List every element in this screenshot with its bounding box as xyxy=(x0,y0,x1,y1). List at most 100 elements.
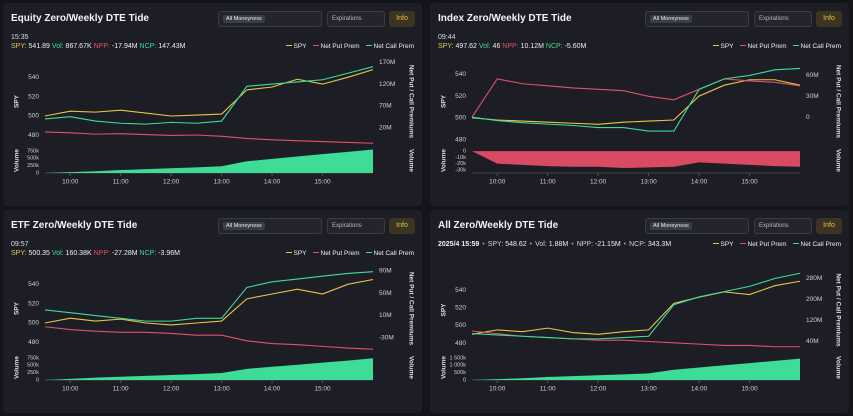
stat-label: Vol: xyxy=(478,43,491,50)
volume-tick-label: -20k xyxy=(455,161,466,167)
moneyness-select[interactable]: All Moneyness xyxy=(218,11,322,27)
y-tick-label: 520 xyxy=(455,305,466,312)
volume-tick-label: 0 xyxy=(463,149,466,155)
x-tick-label: 13:00 xyxy=(640,386,657,393)
x-tick-label: 10:00 xyxy=(62,179,79,186)
separator: • xyxy=(529,241,533,248)
volume-axis-title: Volume xyxy=(407,149,414,172)
panel-title: Index Zero/Weekly DTE Tide xyxy=(438,13,572,24)
panel: ETF Zero/Weekly DTE Tide All Moneyness Exp… xyxy=(3,210,422,413)
y-tick-label: 480 xyxy=(28,339,39,346)
stat-value: -3.96M xyxy=(158,250,181,257)
x-tick-label: 14:00 xyxy=(691,386,708,393)
stat-value: 867.67K xyxy=(65,43,92,50)
stat-label: SPY: xyxy=(438,43,454,50)
moneyness-select[interactable]: All Moneyness xyxy=(645,11,749,27)
y2-axis-title: Net Put / Call Premiums xyxy=(407,272,414,346)
panel: Equity Zero/Weekly DTE Tide All Moneyness… xyxy=(3,3,422,206)
volume-tick-label: 500k xyxy=(454,370,466,376)
legend-swatch xyxy=(365,44,372,47)
volume-axis-title: Volume xyxy=(441,149,448,172)
legend-label: Net Put Prem xyxy=(747,43,787,50)
volume-tick-label: -10k xyxy=(455,155,466,161)
series-line xyxy=(471,67,801,132)
info-button[interactable]: Info xyxy=(816,11,842,27)
series-line xyxy=(44,271,374,322)
x-tick-label: 10:00 xyxy=(62,386,79,393)
separator: • xyxy=(482,241,485,248)
time: 09:57 xyxy=(11,241,29,248)
stat-label: SPY: xyxy=(487,241,504,248)
volume-tick-label: 500k xyxy=(27,156,39,162)
legend-swatch xyxy=(285,251,292,254)
moneyness-select[interactable]: All Moneyness xyxy=(645,218,749,234)
expirations-select[interactable]: Expirations xyxy=(754,218,812,234)
legend-swatch xyxy=(365,251,372,254)
stat-value: 160.38K xyxy=(65,250,92,257)
y-tick-label: 540 xyxy=(455,71,466,78)
moneyness-chip[interactable]: All Moneyness xyxy=(650,222,692,230)
legend: SPY Net Put Prem Net Call Prem xyxy=(707,43,841,50)
expirations-label[interactable]: Expirations xyxy=(332,16,362,22)
stat-label: NCP: xyxy=(139,250,157,257)
moneyness-chip[interactable]: All Moneyness xyxy=(223,15,265,23)
series-line xyxy=(44,66,374,125)
x-tick-label: 14:00 xyxy=(691,179,708,186)
expirations-label[interactable]: Expirations xyxy=(759,223,789,229)
x-tick-label: 13:00 xyxy=(640,179,657,186)
expirations-select[interactable]: Expirations xyxy=(327,11,385,27)
expirations-label[interactable]: Expirations xyxy=(332,223,362,229)
stat-value: 541.89 xyxy=(28,43,50,50)
series-line xyxy=(44,326,374,350)
volume-axis-title: Volume xyxy=(407,356,414,379)
volume-axis-title: Volume xyxy=(441,356,448,379)
x-tick-label: 15:00 xyxy=(741,386,758,393)
stat-value: 343.3M xyxy=(647,241,672,248)
expirations-label[interactable]: Expirations xyxy=(759,16,789,22)
moneyness-select[interactable]: All Moneyness xyxy=(218,218,322,234)
x-tick-label: 12:00 xyxy=(590,386,607,393)
legend-swatch xyxy=(739,44,746,47)
y2-tick-label: 20M xyxy=(379,124,392,131)
y-axis-title: SPY xyxy=(441,94,448,108)
legend-label: Net Put Prem xyxy=(747,241,787,248)
stat-label: SPY: xyxy=(11,250,27,257)
series-line xyxy=(44,69,374,117)
x-tick-label: 10:00 xyxy=(489,386,506,393)
y2-tick-label: 0 xyxy=(806,114,810,121)
legend-label: SPY xyxy=(293,250,307,257)
info-button[interactable]: Info xyxy=(389,11,415,27)
volume-area xyxy=(45,358,373,380)
expirations-select[interactable]: Expirations xyxy=(327,218,385,234)
volume-axis-title: Volume xyxy=(834,356,841,379)
x-tick-label: 11:00 xyxy=(540,179,556,186)
x-tick-label: 13:00 xyxy=(213,179,230,186)
separator: • xyxy=(571,241,574,248)
stat-value: -27.28M xyxy=(111,250,138,257)
info-button[interactable]: Info xyxy=(389,218,415,234)
time: 15:35 xyxy=(11,34,29,41)
stats: SPY: 497.62 Vol: 46 NPP: 10.12M NCP: -5.… xyxy=(438,43,586,50)
y2-tick-label: 70M xyxy=(379,103,392,110)
volume-tick-label: -30k xyxy=(455,167,466,173)
volume-area xyxy=(45,149,373,173)
legend-label: SPY xyxy=(293,43,307,50)
series-line xyxy=(44,131,374,144)
expirations-select[interactable]: Expirations xyxy=(754,11,812,27)
legend-swatch xyxy=(792,242,799,245)
stat-value: -21.15M xyxy=(594,241,621,248)
y-axis-title: SPY xyxy=(14,301,21,315)
volume-tick-label: 0 xyxy=(36,377,39,383)
legend-swatch xyxy=(792,44,799,47)
y-tick-label: 480 xyxy=(28,132,39,139)
moneyness-chip[interactable]: All Moneyness xyxy=(223,222,265,230)
info-button[interactable]: Info xyxy=(816,218,842,234)
volume-area xyxy=(472,358,800,380)
series-line xyxy=(471,79,801,125)
moneyness-chip[interactable]: All Moneyness xyxy=(650,15,692,23)
y-tick-label: 500 xyxy=(28,113,39,120)
